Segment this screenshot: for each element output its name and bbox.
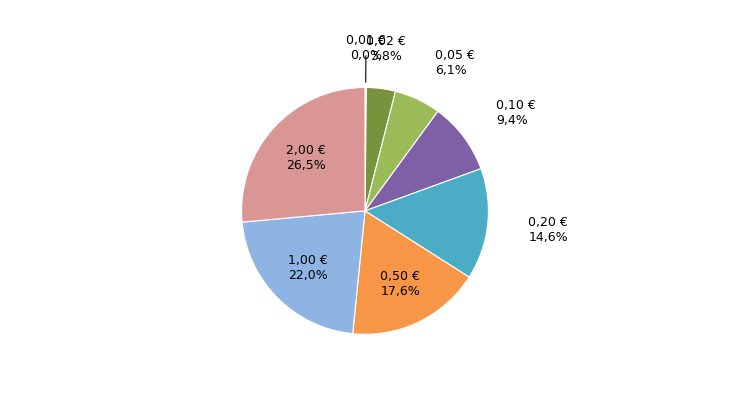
Wedge shape (353, 211, 469, 335)
Wedge shape (365, 92, 438, 211)
Wedge shape (365, 169, 488, 277)
Wedge shape (242, 211, 365, 334)
Wedge shape (242, 88, 365, 222)
Text: 0,20 €
14,6%: 0,20 € 14,6% (529, 215, 568, 243)
Wedge shape (365, 88, 366, 211)
Wedge shape (365, 88, 396, 211)
Text: 0,01 €
0,0%: 0,01 € 0,0% (346, 34, 385, 62)
Text: 0,05 €
6,1%: 0,05 € 6,1% (435, 49, 475, 77)
Text: 1,00 €
22,0%: 1,00 € 22,0% (288, 254, 328, 282)
Text: 2,00 €
26,5%: 2,00 € 26,5% (286, 144, 326, 171)
Text: 0,02 €
3,8%: 0,02 € 3,8% (366, 35, 406, 63)
Text: 0,10 €
9,4%: 0,10 € 9,4% (496, 99, 536, 127)
Wedge shape (365, 112, 481, 211)
Text: 0,50 €
17,6%: 0,50 € 17,6% (380, 270, 420, 297)
